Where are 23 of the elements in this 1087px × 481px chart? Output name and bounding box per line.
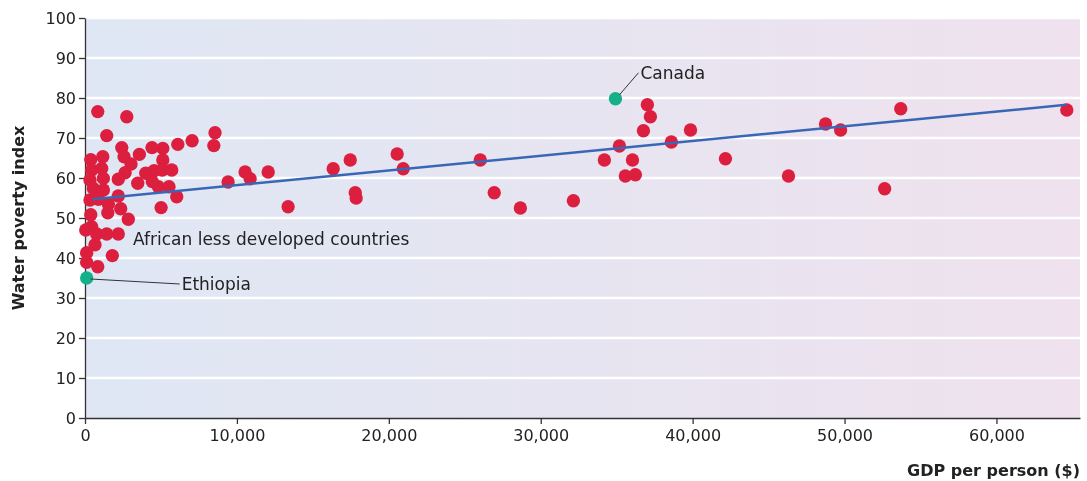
- y-tick-label: 40: [55, 248, 76, 268]
- x-tick-label: 20,000: [361, 426, 418, 446]
- y-tick-label: 50: [55, 208, 76, 228]
- x-tick-label: 50,000: [817, 426, 874, 446]
- y-tick-label: 70: [55, 128, 76, 148]
- y-axis-title: Water poverty index: [9, 125, 28, 311]
- x-tick-label: 30,000: [513, 426, 570, 446]
- annotation: Canada: [640, 62, 706, 83]
- x-axis-title: GDP per person ($): [907, 461, 1080, 480]
- y-tick-label: 30: [55, 288, 76, 308]
- annotation: Ethiopia: [181, 274, 251, 294]
- y-tick-label: 10: [55, 368, 76, 388]
- y-tick-label: 100: [45, 8, 76, 28]
- x-tick-label: 60,000: [968, 426, 1025, 446]
- y-tick-label: 20: [55, 328, 76, 348]
- x-tick-label: 0: [80, 426, 91, 446]
- y-tick-label: 90: [55, 48, 76, 68]
- y-tick-label: 60: [55, 168, 76, 188]
- y-tick-label: 80: [55, 88, 76, 108]
- x-tick-label: 40,000: [665, 426, 722, 446]
- y-tick-label: 0: [65, 408, 76, 428]
- annotation: African less developed countries: [133, 229, 410, 249]
- x-tick-label: 10,000: [209, 426, 266, 446]
